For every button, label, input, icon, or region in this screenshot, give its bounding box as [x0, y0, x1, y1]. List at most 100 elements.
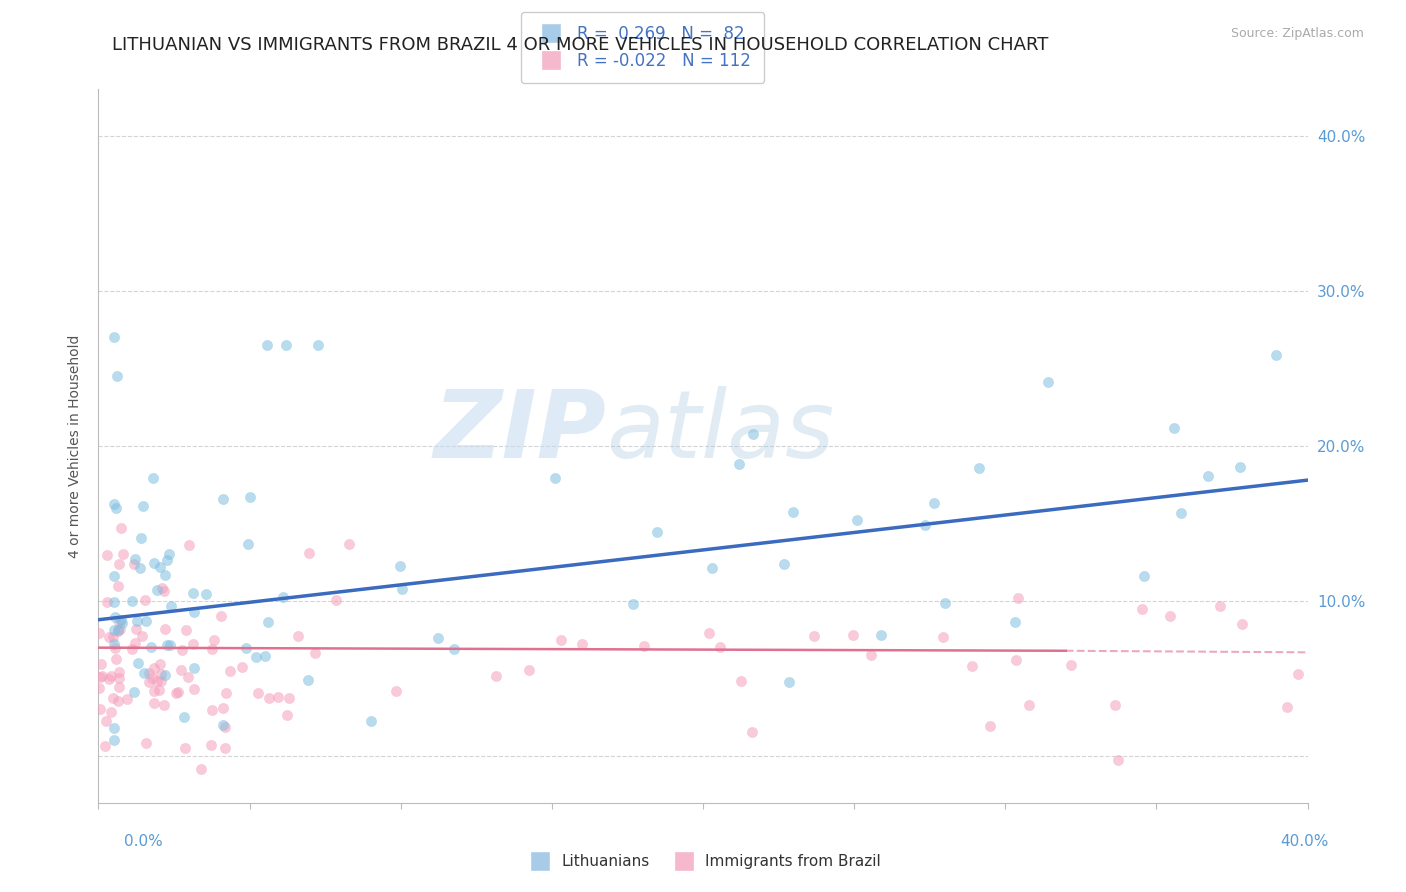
Point — [1004, 615, 1026, 630]
Point — [1197, 469, 1219, 483]
Point — [107, 623, 129, 637]
Point — [307, 338, 329, 352]
Point — [121, 594, 143, 608]
Point — [129, 561, 152, 575]
Point — [702, 561, 724, 575]
Point — [108, 557, 131, 571]
Point — [103, 721, 125, 735]
Point — [257, 615, 280, 629]
Point — [105, 369, 128, 384]
Point — [388, 558, 411, 573]
Point — [727, 457, 749, 471]
Point — [1107, 753, 1129, 767]
Point — [1265, 348, 1288, 362]
Text: LITHUANIAN VS IMMIGRANTS FROM BRAZIL 4 OR MORE VEHICLES IN HOUSEHOLD CORRELATION: LITHUANIAN VS IMMIGRANTS FROM BRAZIL 4 O… — [112, 36, 1049, 54]
Point — [100, 669, 122, 683]
Point — [778, 675, 800, 690]
Point — [125, 623, 148, 637]
Point — [96, 714, 118, 728]
Point — [201, 702, 224, 716]
Point — [176, 623, 198, 637]
Point — [157, 547, 180, 561]
Point — [1230, 617, 1253, 632]
Point — [741, 725, 763, 739]
Point — [89, 670, 111, 684]
Point — [156, 553, 179, 567]
Point — [135, 614, 157, 628]
Point — [979, 719, 1001, 733]
Point — [1229, 459, 1251, 474]
Point — [131, 629, 153, 643]
Point — [173, 710, 195, 724]
Point — [108, 622, 131, 636]
Text: 0.0%: 0.0% — [124, 834, 163, 849]
Point — [1170, 506, 1192, 520]
Point — [214, 741, 236, 756]
Point — [297, 546, 319, 560]
Point — [1286, 666, 1309, 681]
Point — [1275, 700, 1298, 714]
Point — [443, 642, 465, 657]
Legend: Lithuanians, Immigrants from Brazil: Lithuanians, Immigrants from Brazil — [519, 848, 887, 875]
Point — [107, 694, 129, 708]
Point — [97, 630, 120, 644]
Point — [138, 674, 160, 689]
Point — [103, 594, 125, 608]
Point — [517, 663, 540, 677]
Point — [730, 673, 752, 688]
Point — [122, 684, 145, 698]
Point — [183, 661, 205, 675]
Point — [170, 642, 193, 657]
Point — [287, 629, 309, 643]
Point — [174, 740, 197, 755]
Point — [103, 732, 125, 747]
Point — [181, 586, 204, 600]
Point — [869, 628, 891, 642]
Point — [194, 587, 217, 601]
Point — [277, 691, 299, 706]
Point — [212, 717, 235, 731]
Point — [202, 632, 225, 647]
Point — [104, 652, 127, 666]
Point — [842, 628, 865, 642]
Point — [148, 682, 170, 697]
Point — [1159, 609, 1181, 624]
Point — [782, 505, 804, 519]
Point — [273, 590, 295, 604]
Point — [166, 686, 188, 700]
Point — [167, 685, 190, 699]
Point — [960, 659, 983, 673]
Point — [214, 720, 236, 734]
Point — [115, 692, 138, 706]
Point — [98, 672, 121, 686]
Point — [219, 664, 242, 678]
Point — [621, 597, 644, 611]
Point — [90, 657, 112, 672]
Point — [741, 427, 763, 442]
Point — [484, 669, 506, 683]
Point — [107, 578, 129, 592]
Point — [103, 330, 125, 344]
Point — [170, 663, 193, 677]
Point — [87, 626, 110, 640]
Point — [108, 615, 131, 630]
Point — [181, 637, 204, 651]
Point — [391, 582, 413, 596]
Point — [267, 690, 290, 704]
Point — [124, 635, 146, 649]
Point — [149, 560, 172, 574]
Point — [153, 622, 176, 636]
Point — [108, 672, 131, 686]
Point — [145, 673, 167, 688]
Point — [160, 599, 183, 614]
Point — [803, 629, 825, 643]
Point — [304, 647, 326, 661]
Point — [107, 624, 129, 638]
Point — [125, 615, 148, 629]
Point — [150, 581, 173, 595]
Point — [127, 657, 149, 671]
Point — [325, 592, 347, 607]
Point — [253, 649, 276, 664]
Point — [190, 763, 212, 777]
Point — [297, 673, 319, 687]
